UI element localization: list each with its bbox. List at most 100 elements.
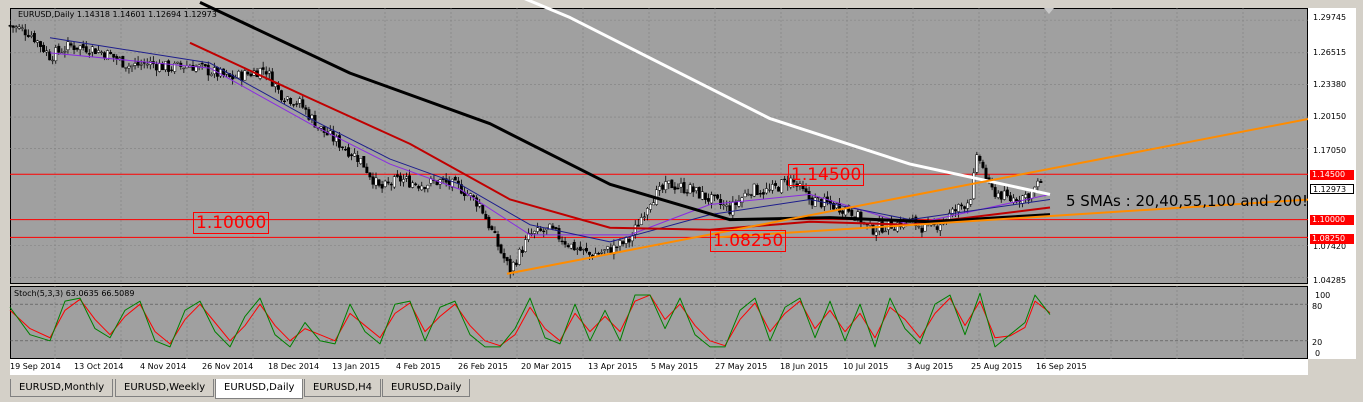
candle-body — [551, 225, 555, 229]
time-axis[interactable]: 19 Sep 2014 13 Oct 2014 4 Nov 2014 26 No… — [10, 359, 1308, 375]
candle-body — [511, 262, 515, 272]
price-axis[interactable]: 1.29745 1.26515 1.23380 1.20150 1.17050 … — [1308, 8, 1356, 359]
candle-body — [203, 64, 207, 67]
candle-body — [893, 229, 896, 231]
candle-body — [838, 203, 842, 213]
candle-body — [642, 216, 646, 218]
candle-body — [490, 226, 494, 230]
candle-body — [694, 187, 698, 191]
candle-body — [209, 74, 213, 76]
price-chart-panel[interactable] — [10, 8, 1308, 284]
price-tag-support-2: 1.08250 — [1310, 234, 1354, 244]
candle-body — [771, 184, 774, 191]
candle-body — [917, 225, 921, 228]
candle-body — [26, 34, 30, 37]
price-tick: 1.07420 — [1313, 242, 1347, 251]
candle-body — [505, 257, 509, 262]
candle-body — [231, 74, 235, 80]
tab-eurusd-daily[interactable]: EURUSD,Daily — [382, 379, 471, 397]
candle-body — [856, 211, 860, 221]
candle-body — [920, 227, 924, 233]
candle-body — [63, 50, 67, 53]
candle-body — [395, 174, 399, 177]
candle-body — [295, 103, 299, 105]
candle-body — [621, 241, 625, 245]
candle-body — [380, 184, 384, 189]
candle-body — [774, 183, 777, 186]
candle-body — [581, 248, 585, 251]
tab-eurusd-daily-active[interactable]: EURUSD,Daily — [215, 379, 304, 399]
candle-body — [679, 183, 683, 188]
candle-body — [368, 172, 372, 178]
stochastic-panel[interactable] — [10, 286, 1308, 359]
candle-body — [575, 248, 579, 250]
candle-body — [103, 52, 106, 59]
level-label-1-14500: 1.14500 — [788, 164, 865, 186]
right-scrollbar[interactable] — [1356, 8, 1363, 377]
candle-body — [502, 253, 506, 259]
candle-body — [411, 182, 415, 188]
candle-body — [469, 193, 473, 196]
candle-body — [563, 241, 567, 245]
candle-body — [627, 238, 631, 243]
time-tick: 5 May 2015 — [651, 362, 699, 371]
candle-body — [963, 206, 967, 209]
sma-annotation: 5 SMAs : 20,40,55,100 and 200! — [1066, 192, 1309, 210]
trendline — [506, 117, 1311, 275]
candle-body — [804, 188, 808, 193]
candle-body — [402, 179, 405, 183]
time-tick: 13 Oct 2014 — [74, 362, 124, 371]
candle-body — [688, 184, 692, 194]
chart-title: EURUSD,Daily 1.14318 1.14601 1.12694 1.1… — [18, 10, 217, 19]
candle-body — [792, 179, 796, 183]
candle-body — [124, 67, 128, 69]
candle-body — [673, 186, 677, 190]
stoch-tick-20: 20 — [1312, 338, 1323, 347]
candle-body — [530, 233, 533, 235]
candle-body — [752, 183, 756, 197]
candle-body — [267, 70, 271, 74]
candle-body — [572, 241, 576, 251]
sma100-line — [199, 1, 1051, 224]
candle-body — [871, 225, 875, 235]
candle-body — [789, 177, 793, 188]
candle-body — [392, 176, 396, 188]
candle-body — [600, 252, 604, 254]
price-tick: 1.26515 — [1313, 48, 1347, 57]
candle-body — [118, 57, 122, 59]
tab-eurusd-weekly[interactable]: EURUSD,Weekly — [115, 379, 215, 397]
candle-body — [414, 183, 418, 186]
candle-body — [362, 156, 366, 168]
stoch-title: Stoch(5,3,3) 63.0635 66.5089 — [14, 289, 135, 298]
candle-body — [1005, 189, 1009, 196]
candle-body — [347, 147, 351, 157]
candle-body — [106, 50, 110, 61]
candle-body — [703, 192, 707, 200]
candle-body — [649, 204, 652, 210]
tab-eurusd-h4[interactable]: EURUSD,H4 — [304, 379, 382, 397]
candle-body — [484, 213, 488, 220]
candle-body — [700, 191, 704, 200]
stoch-tick-80: 80 — [1312, 302, 1323, 311]
candle-body — [478, 203, 482, 207]
candle-body — [270, 71, 274, 87]
candle-body — [57, 45, 61, 53]
candle-body — [280, 90, 283, 101]
candle-body — [383, 180, 387, 187]
candle-body — [1039, 181, 1043, 183]
tab-eurusd-monthly[interactable]: EURUSD,Monthly — [10, 379, 114, 397]
candle-body — [835, 203, 838, 209]
candle-body — [560, 240, 564, 243]
candle-body — [319, 126, 323, 129]
candle-body — [127, 65, 131, 69]
candle-body — [615, 246, 619, 248]
candle-body — [97, 50, 100, 53]
candle-body — [237, 71, 241, 79]
candle-body — [472, 195, 476, 198]
candle-body — [667, 180, 671, 184]
candle-body — [850, 209, 854, 216]
candle-body — [48, 51, 52, 61]
candle-body — [639, 217, 643, 225]
candle-body — [206, 64, 210, 76]
